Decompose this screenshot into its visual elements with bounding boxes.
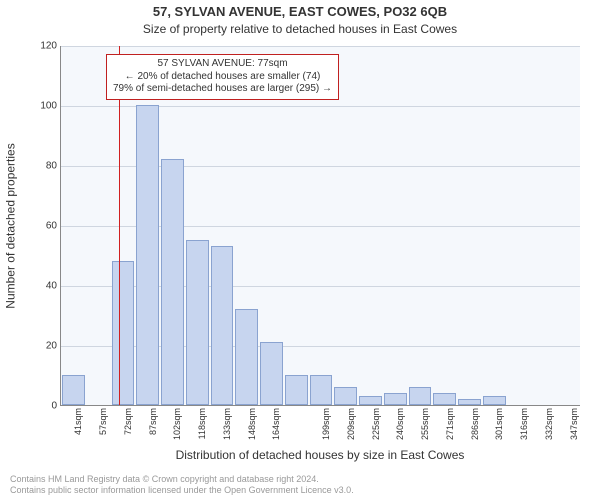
- x-tick-label: 148sqm: [247, 408, 257, 440]
- histogram-bar: [136, 105, 159, 405]
- x-tick-label: 102sqm: [172, 408, 182, 440]
- x-tick-label: 301sqm: [494, 408, 504, 440]
- chart-title: 57, SYLVAN AVENUE, EAST COWES, PO32 6QB: [0, 4, 600, 19]
- plot-area: 02040608010012041sqm57sqm72sqm87sqm102sq…: [60, 46, 580, 406]
- histogram-bar: [483, 396, 506, 405]
- x-tick-label: 225sqm: [371, 408, 381, 440]
- x-tick-label: 209sqm: [346, 408, 356, 440]
- histogram-bar: [260, 342, 283, 405]
- y-tick-label: 0: [51, 401, 57, 412]
- chart-subtitle: Size of property relative to detached ho…: [0, 22, 600, 36]
- histogram-bar: [285, 375, 308, 405]
- x-tick-label: 133sqm: [222, 408, 232, 440]
- gridline: [61, 46, 580, 47]
- y-tick-label: 120: [40, 41, 57, 52]
- histogram-bar: [334, 387, 357, 405]
- x-tick-label: 41sqm: [73, 408, 83, 435]
- x-tick-label: 255sqm: [420, 408, 430, 440]
- footer-line-1: Contains HM Land Registry data © Crown c…: [10, 474, 354, 485]
- annotation-line-1: 57 SYLVAN AVENUE: 77sqm: [113, 58, 332, 71]
- x-axis-label: Distribution of detached houses by size …: [60, 448, 580, 462]
- chart-container: 57, SYLVAN AVENUE, EAST COWES, PO32 6QB …: [0, 0, 600, 500]
- annotation-box: 57 SYLVAN AVENUE: 77sqm ← 20% of detache…: [106, 54, 339, 100]
- y-axis-label-text: Number of detached properties: [4, 143, 18, 308]
- histogram-bar: [112, 261, 135, 405]
- y-tick-label: 20: [46, 341, 57, 352]
- x-tick-label: 87sqm: [148, 408, 158, 435]
- y-axis-label: Number of detached properties: [4, 46, 18, 406]
- annotation-line-2: ← 20% of detached houses are smaller (74…: [113, 71, 332, 84]
- histogram-bar: [310, 375, 333, 405]
- histogram-bar: [211, 246, 234, 405]
- x-tick-label: 164sqm: [271, 408, 281, 440]
- footer-attribution: Contains HM Land Registry data © Crown c…: [10, 474, 354, 496]
- x-tick-label: 286sqm: [470, 408, 480, 440]
- histogram-bar: [359, 396, 382, 405]
- x-tick-label: 271sqm: [445, 408, 455, 440]
- histogram-bar: [433, 393, 456, 405]
- x-tick-label: 316sqm: [519, 408, 529, 440]
- x-tick-label: 72sqm: [123, 408, 133, 435]
- property-marker-line: [119, 46, 120, 405]
- y-tick-label: 40: [46, 281, 57, 292]
- histogram-bar: [186, 240, 209, 405]
- x-tick-label: 57sqm: [98, 408, 108, 435]
- histogram-bar: [62, 375, 85, 405]
- y-tick-label: 80: [46, 161, 57, 172]
- x-tick-label: 199sqm: [321, 408, 331, 440]
- x-tick-label: 332sqm: [544, 408, 554, 440]
- histogram-bar: [384, 393, 407, 405]
- x-tick-label: 240sqm: [395, 408, 405, 440]
- footer-line-2: Contains public sector information licen…: [10, 485, 354, 496]
- histogram-bar: [409, 387, 432, 405]
- y-tick-label: 60: [46, 221, 57, 232]
- histogram-bar: [458, 399, 481, 405]
- annotation-line-3: 79% of semi-detached houses are larger (…: [113, 83, 332, 96]
- histogram-bar: [161, 159, 184, 405]
- x-tick-label: 118sqm: [197, 408, 207, 439]
- y-tick-label: 100: [40, 101, 57, 112]
- histogram-bar: [235, 309, 258, 405]
- x-tick-label: 347sqm: [569, 408, 579, 440]
